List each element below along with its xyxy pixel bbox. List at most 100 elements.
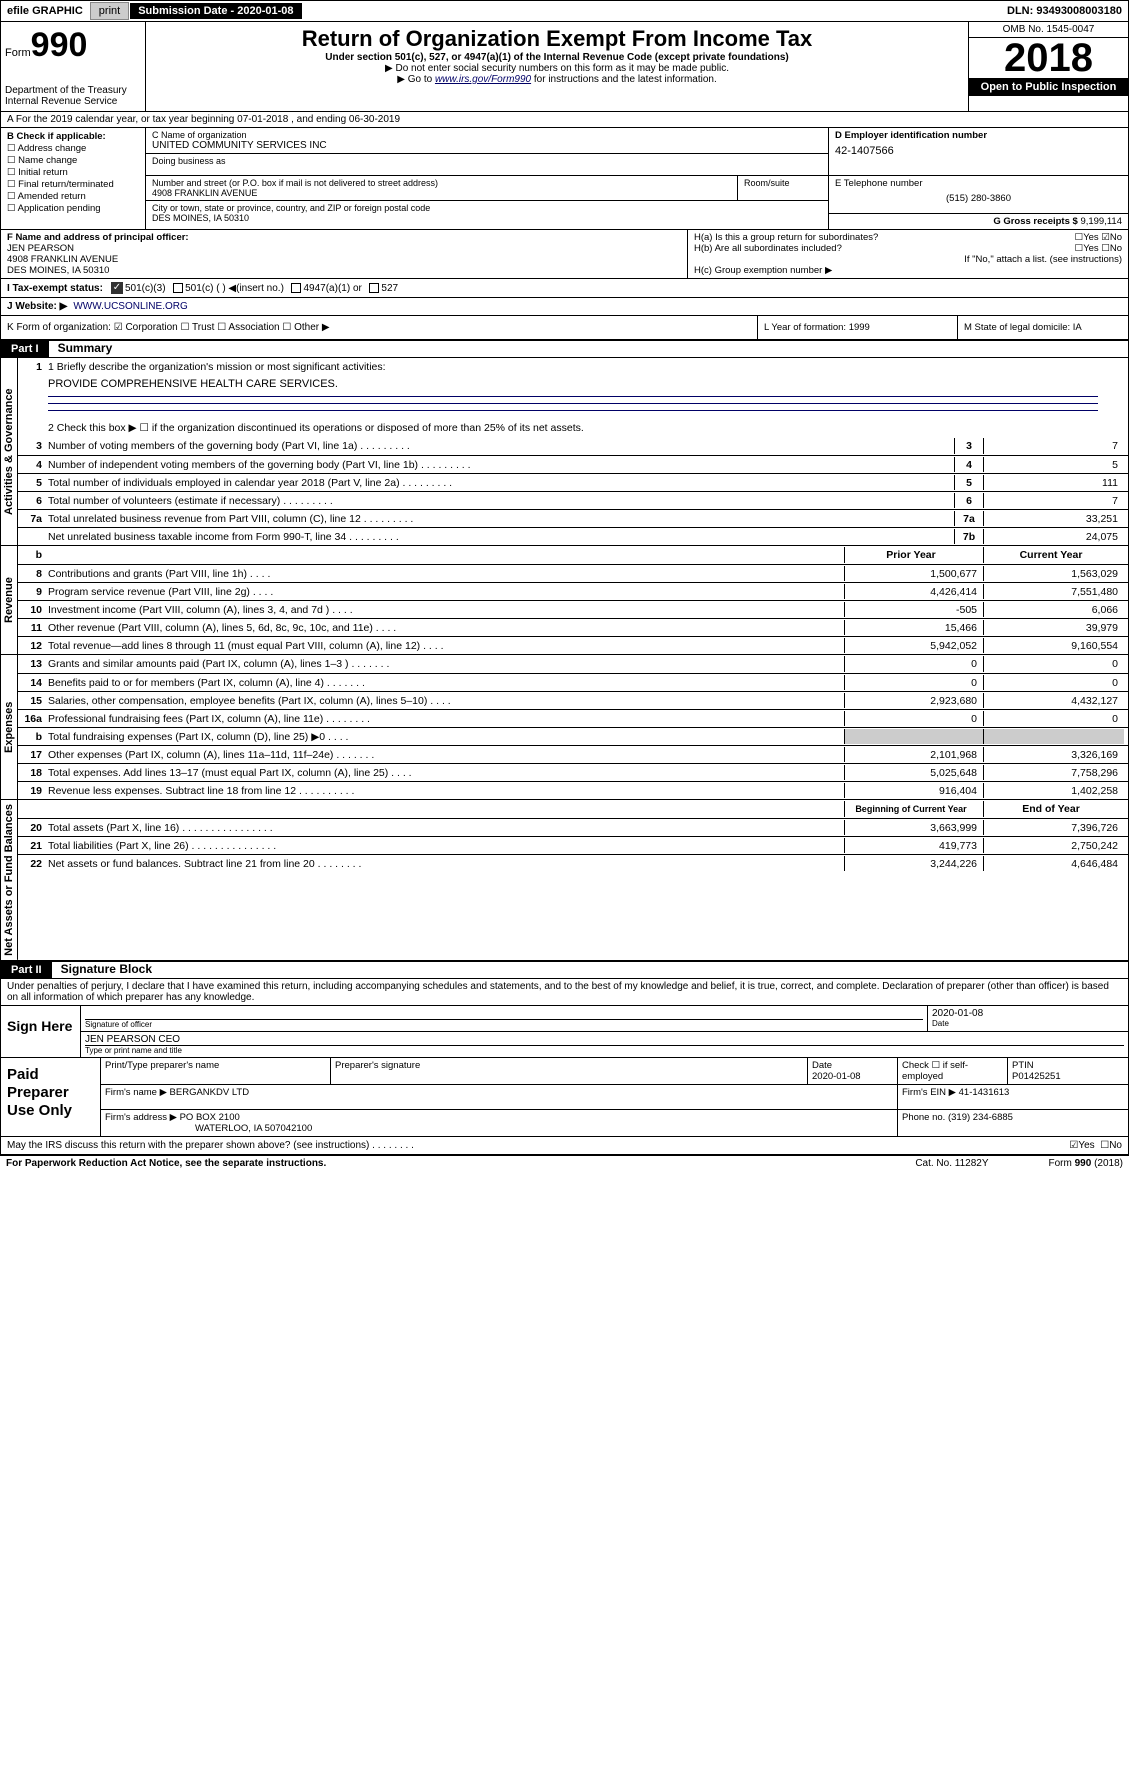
current-value: 2,750,242 xyxy=(984,838,1124,853)
domicile-label: M State of legal domicile: xyxy=(964,322,1070,333)
part1-header: Part I Summary xyxy=(0,340,1129,357)
firm-ein-label: Firm's EIN ▶ xyxy=(902,1087,956,1098)
ssn-note: ▶ Do not enter social security numbers o… xyxy=(150,63,964,74)
line-value: 7 xyxy=(984,493,1124,508)
prior-year-header: Prior Year xyxy=(844,547,984,563)
form-ref: Form 990 (2018) xyxy=(1049,1158,1123,1169)
501c3-checkbox[interactable]: ✓ xyxy=(111,282,123,294)
line-desc: Contributions and grants (Part VIII, lin… xyxy=(48,568,844,580)
hb-note: If "No," attach a list. (see instruction… xyxy=(694,254,1122,265)
line2: 2 Check this box ▶ ☐ if the organization… xyxy=(48,422,1124,434)
current-value: 7,758,296 xyxy=(984,765,1124,780)
4947-checkbox[interactable] xyxy=(291,283,301,293)
website-row: J Website: ▶ WWW.UCSONLINE.ORG xyxy=(0,298,1129,316)
side-expenses: Expenses xyxy=(1,655,18,799)
name-change-checkbox[interactable]: ☐ Name change xyxy=(7,155,139,166)
discuss-yes[interactable]: ☑Yes xyxy=(1069,1140,1094,1151)
line-desc: Net assets or fund balances. Subtract li… xyxy=(48,858,844,870)
address-change-checkbox[interactable]: ☐ Address change xyxy=(7,143,139,154)
discuss-no[interactable]: ☐No xyxy=(1100,1140,1122,1151)
sig-date: 2020-01-08 xyxy=(932,1008,1124,1019)
prior-value: -505 xyxy=(844,602,984,617)
line-value: 33,251 xyxy=(984,511,1124,526)
527-checkbox[interactable] xyxy=(369,283,379,293)
line-box: 5 xyxy=(954,475,984,490)
side-revenue: Revenue xyxy=(1,546,18,654)
line-desc: Total expenses. Add lines 13–17 (must eq… xyxy=(48,767,844,779)
website-link[interactable]: WWW.UCSONLINE.ORG xyxy=(73,301,187,312)
line-value: 111 xyxy=(984,475,1124,490)
current-year-header: Current Year xyxy=(984,547,1124,563)
paperwork-notice: For Paperwork Reduction Act Notice, see … xyxy=(6,1158,326,1169)
line-num: b xyxy=(22,731,48,743)
prior-value: 419,773 xyxy=(844,838,984,853)
org-name-label: C Name of organization xyxy=(152,130,822,140)
officer-addr: 4908 FRANKLIN AVENUEDES MOINES, IA 50310 xyxy=(7,254,681,276)
cat-no: Cat. No. 11282Y xyxy=(915,1158,988,1169)
firm-addr-label: Firm's address ▶ xyxy=(105,1112,177,1123)
firm-addr: PO BOX 2100 xyxy=(180,1112,240,1123)
501c-checkbox[interactable] xyxy=(173,283,183,293)
line-desc: Total liabilities (Part X, line 26) . . … xyxy=(48,840,844,852)
line-num: 4 xyxy=(22,459,48,471)
org-name: UNITED COMMUNITY SERVICES INC xyxy=(152,140,822,151)
line-desc: Other expenses (Part IX, column (A), lin… xyxy=(48,749,844,761)
phone-label: E Telephone number xyxy=(835,178,1122,189)
print-button[interactable]: print xyxy=(90,2,129,20)
irs-link[interactable]: www.irs.gov/Form990 xyxy=(435,74,531,85)
line-num: 8 xyxy=(22,568,48,580)
current-value: 39,979 xyxy=(984,620,1124,635)
end-year-header: End of Year xyxy=(984,801,1124,817)
line-num: 13 xyxy=(22,658,48,670)
line-num: 22 xyxy=(22,858,48,870)
tax-status-row: I Tax-exempt status: ✓ 501(c)(3) 501(c) … xyxy=(0,279,1129,298)
line-num: 21 xyxy=(22,840,48,852)
prior-value: 15,466 xyxy=(844,620,984,635)
firm-phone: (319) 234-6885 xyxy=(948,1112,1013,1123)
year-formation-label: L Year of formation: xyxy=(764,322,846,333)
footer: For Paperwork Reduction Act Notice, see … xyxy=(0,1155,1129,1171)
prep-name-label: Print/Type preparer's name xyxy=(105,1060,326,1071)
efile-label: efile GRAPHIC xyxy=(1,3,89,19)
current-value: 0 xyxy=(984,711,1124,726)
ptin-value: P01425251 xyxy=(1012,1071,1124,1082)
amended-return-checkbox[interactable]: ☐ Amended return xyxy=(7,191,139,202)
self-employed-check[interactable]: Check ☐ if self-employed xyxy=(898,1058,1008,1084)
submission-date: Submission Date - 2020-01-08 xyxy=(130,3,301,19)
current-value: 6,066 xyxy=(984,602,1124,617)
signature-section: Under penalties of perjury, I declare th… xyxy=(0,979,1129,1137)
firm-addr2: WATERLOO, IA 507042100 xyxy=(105,1123,893,1134)
application-pending-checkbox[interactable]: ☐ Application pending xyxy=(7,203,139,214)
initial-return-checkbox[interactable]: ☐ Initial return xyxy=(7,167,139,178)
current-value: 0 xyxy=(984,675,1124,690)
side-governance: Activities & Governance xyxy=(1,358,18,545)
line-value: 5 xyxy=(984,457,1124,472)
prior-value: 4,426,414 xyxy=(844,584,984,599)
line-desc: Number of voting members of the governin… xyxy=(48,440,954,452)
firm-name: BERGANKDV LTD xyxy=(170,1087,250,1098)
form-word: Form xyxy=(5,47,31,59)
street-value: 4908 FRANKLIN AVENUE xyxy=(152,188,731,198)
line-value: 24,075 xyxy=(984,529,1124,544)
street-label: Number and street (or P.O. box if mail i… xyxy=(152,178,731,188)
top-bar: efile GRAPHIC print Submission Date - 20… xyxy=(0,0,1129,22)
line-box: 3 xyxy=(954,438,984,454)
domicile: IA xyxy=(1073,322,1082,333)
line-desc: Benefits paid to or for members (Part IX… xyxy=(48,677,844,689)
prep-date: 2020-01-08 xyxy=(812,1071,893,1082)
dept-label: Department of the TreasuryInternal Reven… xyxy=(5,85,141,107)
line-num: 7a xyxy=(22,513,48,525)
final-return-checkbox[interactable]: ☐ Final return/terminated xyxy=(7,179,139,190)
ein-label: D Employer identification number xyxy=(835,130,1122,141)
part2-header: Part II Signature Block xyxy=(0,961,1129,979)
declaration-text: Under penalties of perjury, I declare th… xyxy=(1,979,1128,1005)
line-desc: Total assets (Part X, line 16) . . . . .… xyxy=(48,822,844,834)
prior-value: 0 xyxy=(844,656,984,672)
line-num: 19 xyxy=(22,785,48,797)
sign-here-label: Sign Here xyxy=(1,1006,81,1057)
room-label: Room/suite xyxy=(738,176,828,200)
form-title: Return of Organization Exempt From Incom… xyxy=(150,26,964,52)
gross-receipts: G Gross receipts $ 9,199,114 xyxy=(829,214,1128,229)
line-desc: Total revenue—add lines 8 through 11 (mu… xyxy=(48,640,844,652)
line-box: 4 xyxy=(954,457,984,472)
